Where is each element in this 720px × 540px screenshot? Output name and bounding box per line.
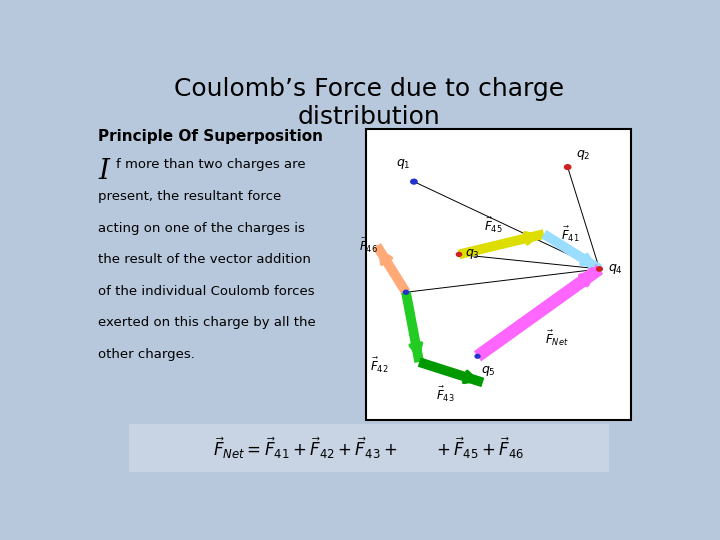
Text: $\vec{F}_{43}$: $\vec{F}_{43}$ (436, 384, 455, 404)
Text: $\vec{F}_{45}$: $\vec{F}_{45}$ (484, 216, 503, 235)
Text: Coulomb’s Force due to charge
distribution: Coulomb’s Force due to charge distributi… (174, 77, 564, 129)
Circle shape (597, 267, 603, 271)
Text: I: I (99, 158, 109, 185)
Text: $q_2$: $q_2$ (576, 148, 591, 163)
Circle shape (410, 179, 417, 184)
Text: $q_4$: $q_4$ (608, 262, 623, 276)
Text: $q_5$: $q_5$ (481, 364, 495, 378)
Circle shape (564, 165, 571, 170)
Text: $\vec{F}_{41}$: $\vec{F}_{41}$ (561, 225, 580, 244)
Text: acting on one of the charges is: acting on one of the charges is (99, 221, 305, 234)
Text: $\vec{F}_{42}$: $\vec{F}_{42}$ (370, 355, 389, 375)
Text: exerted on this charge by all the: exerted on this charge by all the (99, 316, 316, 329)
Text: present, the resultant force: present, the resultant force (99, 190, 282, 203)
Text: $\vec{F}_{Net} = \vec{F}_{41} + \vec{F}_{42} + \vec{F}_{43} +\qquad + \vec{F}_{4: $\vec{F}_{Net} = \vec{F}_{41} + \vec{F}_… (213, 436, 525, 461)
Circle shape (403, 291, 408, 294)
Text: $q_1$: $q_1$ (396, 157, 410, 171)
Bar (366, 129, 631, 420)
Text: $\vec{F}_{46}$: $\vec{F}_{46}$ (359, 236, 378, 255)
Circle shape (456, 252, 462, 256)
Text: $\vec{F}_{Net}$: $\vec{F}_{Net}$ (545, 329, 569, 348)
Bar (129, 424, 609, 472)
Text: of the individual Coulomb forces: of the individual Coulomb forces (99, 285, 315, 298)
Text: Principle Of Superposition: Principle Of Superposition (99, 129, 323, 144)
Circle shape (475, 354, 480, 358)
Text: other charges.: other charges. (99, 348, 195, 361)
Text: $q_3$: $q_3$ (465, 247, 480, 261)
Text: the result of the vector addition: the result of the vector addition (99, 253, 311, 266)
Text: f more than two charges are: f more than two charges are (116, 158, 306, 171)
